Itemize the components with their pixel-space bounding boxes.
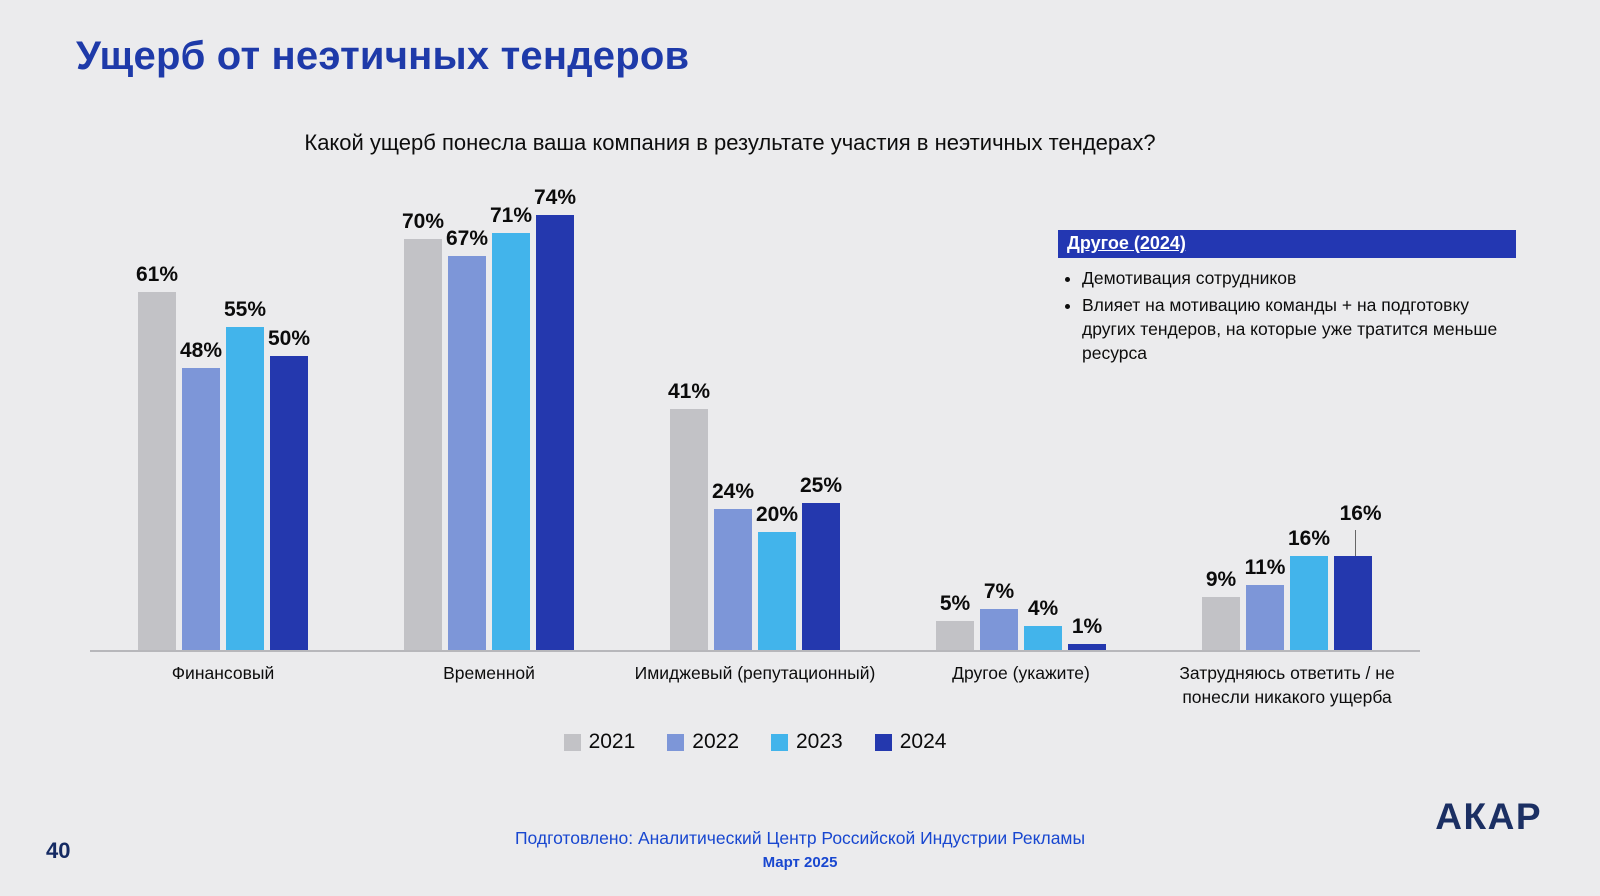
bar-2022-cat2: 24% [712, 480, 754, 650]
bar-value-label: 48% [179, 339, 223, 362]
legend-label: 2021 [588, 730, 636, 753]
bar-value-label: 20% [755, 503, 799, 526]
legend-swatch [771, 733, 788, 751]
bar-value-label: 61% [135, 263, 179, 286]
bar-2022-cat1: 67% [446, 227, 488, 650]
bar-value-label: 5% [939, 592, 971, 615]
bar-2021-cat0: 61% [136, 263, 178, 650]
bar-2021-cat3: 5% [936, 592, 974, 650]
bar-2022-cat0: 48% [180, 339, 222, 650]
legend: 2021 2022 2023 2024 [90, 730, 1420, 754]
bar-value-label: 25% [799, 474, 843, 497]
callout-box: Другое (2024) Демотивация сотрудников Вли… [1058, 230, 1516, 369]
callout-bullet-0: Демотивация сотрудников [1082, 266, 1516, 290]
category-label-2: Имиджевый (репутационный) [634, 663, 876, 683]
bar-value-label: 1% [1071, 615, 1103, 638]
bar-value-label: 50% [267, 327, 311, 350]
category-label-0: Финансовый [171, 663, 275, 683]
legend-label: 2022 [692, 730, 739, 753]
footer-date: Март 2025 [762, 854, 838, 871]
legend-label: 2024 [899, 730, 947, 753]
bar-value-label: 9% [1205, 568, 1237, 591]
bar-2024-cat4: 16% [1334, 502, 1382, 650]
bar-2023-cat0: 55% [224, 298, 266, 650]
callout-title: Другое (2024) [1058, 230, 1516, 258]
bar-value-label: 74% [533, 186, 577, 209]
bar-2021-cat1: 70% [402, 210, 444, 650]
bar-chart: 61% 48% 55% 50% 70% 67% 71% 74% 41% 24% 20% 25% 5% 7%… [90, 180, 1420, 709]
chart-question: Какой ущерб понесла ваша компания в резу… [304, 130, 1156, 155]
bar-value-label: 16% [1287, 527, 1331, 550]
legend-swatch [563, 733, 581, 751]
bar-value-label: 24% [711, 480, 755, 503]
bar-value-label: 11% [1244, 556, 1286, 579]
legend-swatch [667, 733, 685, 751]
bar-group-2: 41% 24% 20% 25% [622, 180, 888, 650]
bar-value-label: 71% [489, 204, 533, 227]
bar-group-1: 70% 67% 71% 74% [356, 180, 622, 650]
bar-value-label: 55% [223, 298, 267, 321]
callout-bullets: Демотивация сотрудников Влияет на мотивац… [1058, 266, 1516, 366]
bar-2021-cat4: 9% [1202, 568, 1240, 650]
bar-2024-cat1: 74% [534, 186, 576, 650]
legend-item-2023: 2023 [771, 730, 843, 754]
bar-value-label: 70% [401, 210, 445, 233]
legend-item-2024: 2024 [874, 730, 947, 754]
bar-2024-cat3: 1% [1068, 615, 1106, 650]
bar-group-4: 9% 11% 16% 16% [1154, 180, 1420, 650]
footer-prepared-by: Подготовлено: Аналитический Центр Россий… [514, 828, 1086, 848]
bar-2023-cat2: 20% [756, 503, 798, 650]
bar-value-label: 16% [1339, 502, 1382, 525]
bar-value-label: 7% [983, 580, 1015, 603]
slide-footer: Подготовлено: Аналитический Центр Россий… [0, 828, 1600, 871]
bar-2024-cat0: 50% [268, 327, 310, 650]
bar-2022-cat3: 7% [980, 580, 1018, 650]
legend-item-2022: 2022 [667, 730, 739, 754]
page-number: 40 [46, 838, 71, 863]
legend-item-2021: 2021 [563, 730, 636, 754]
bar-2023-cat1: 71% [490, 204, 532, 650]
bar-value-label: 41% [667, 380, 711, 403]
bar-2024-cat2: 25% [800, 474, 842, 650]
bar-value-label: 4% [1027, 597, 1059, 620]
bar-2023-cat4: 16% [1288, 527, 1330, 650]
bar-group-0: 61% 48% 55% 50% [90, 180, 356, 650]
category-label-1: Временной [443, 663, 535, 683]
bar-group-3: 5% 7% 4% 1% [888, 180, 1154, 650]
bar-value-label: 67% [445, 227, 489, 250]
bar-2021-cat2: 41% [668, 380, 710, 650]
bar-2022-cat4: 11% [1245, 556, 1285, 650]
callout-bullet-1: Влияет на мотивацию команды + на подгото… [1082, 293, 1516, 365]
akar-logo: АКАР [1435, 796, 1542, 837]
legend-label: 2023 [796, 730, 843, 753]
category-label-4: Затрудняюсь ответить / не понесли никако… [1179, 663, 1395, 707]
page-title: Ущерб от неэтичных тендеров [76, 34, 690, 78]
category-labels: Финансовый Временной Имиджевый (репутацион… [90, 662, 1420, 709]
bar-2023-cat3: 4% [1024, 597, 1062, 650]
legend-swatch [874, 733, 892, 751]
plot-area: 61% 48% 55% 50% 70% 67% 71% 74% 41% 24% 20% 25% 5% 7%… [90, 180, 1420, 652]
category-label-3: Другое (укажите) [952, 663, 1090, 683]
